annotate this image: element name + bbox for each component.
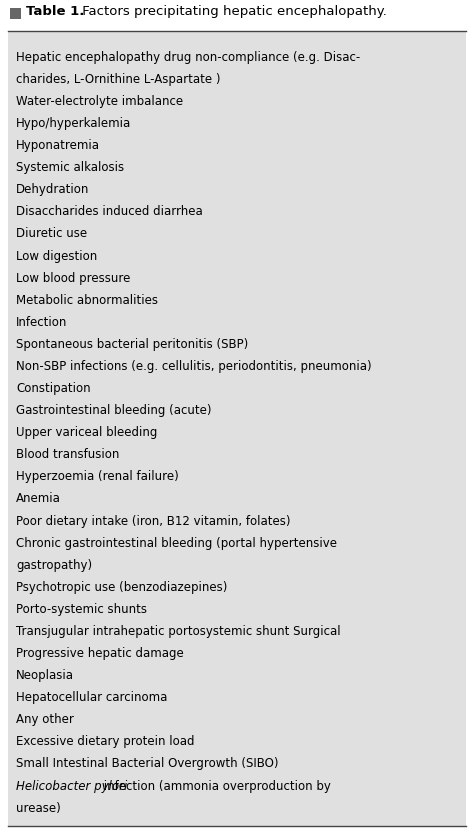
Text: Factors precipitating hepatic encephalopathy.: Factors precipitating hepatic encephalop… xyxy=(78,5,387,18)
Text: Hyponatremia: Hyponatremia xyxy=(16,139,100,152)
Bar xyxy=(10,9,21,20)
Text: Progressive hepatic damage: Progressive hepatic damage xyxy=(16,646,184,660)
Text: Blood transfusion: Blood transfusion xyxy=(16,448,119,461)
Text: Upper variceal bleeding: Upper variceal bleeding xyxy=(16,426,157,439)
Text: Low blood pressure: Low blood pressure xyxy=(16,271,130,284)
Text: Low digestion: Low digestion xyxy=(16,249,97,263)
Text: Diuretic use: Diuretic use xyxy=(16,227,87,240)
Text: Non-SBP infections (e.g. cellulitis, periodontitis, pneumonia): Non-SBP infections (e.g. cellulitis, per… xyxy=(16,359,372,373)
Text: Disaccharides induced diarrhea: Disaccharides induced diarrhea xyxy=(16,205,203,218)
Text: Hepatic encephalopathy drug non-compliance (e.g. Disac-: Hepatic encephalopathy drug non-complian… xyxy=(16,51,360,64)
Text: Table 1.: Table 1. xyxy=(26,5,84,18)
Text: infection (ammonia overproduction by: infection (ammonia overproduction by xyxy=(100,778,331,792)
Text: gastropathy): gastropathy) xyxy=(16,558,92,571)
Text: Hepatocellular carcinoma: Hepatocellular carcinoma xyxy=(16,691,167,703)
Text: Water-electrolyte imbalance: Water-electrolyte imbalance xyxy=(16,94,183,108)
Text: Systemic alkalosis: Systemic alkalosis xyxy=(16,161,124,174)
Text: Helicobacter pylori: Helicobacter pylori xyxy=(16,778,127,792)
Text: Small Intestinal Bacterial Overgrowth (SIBO): Small Intestinal Bacterial Overgrowth (S… xyxy=(16,757,279,769)
Text: Poor dietary intake (iron, B12 vitamin, folates): Poor dietary intake (iron, B12 vitamin, … xyxy=(16,514,291,527)
Text: Neoplasia: Neoplasia xyxy=(16,668,74,681)
Text: Anemia: Anemia xyxy=(16,492,61,505)
Text: Transjugular intrahepatic portosystemic shunt Surgical: Transjugular intrahepatic portosystemic … xyxy=(16,624,341,637)
Text: Hyperzoemia (renal failure): Hyperzoemia (renal failure) xyxy=(16,470,179,482)
Text: Constipation: Constipation xyxy=(16,381,91,395)
Text: Chronic gastrointestinal bleeding (portal hypertensive: Chronic gastrointestinal bleeding (porta… xyxy=(16,536,337,549)
Text: Metabolic abnormalities: Metabolic abnormalities xyxy=(16,293,158,306)
Text: urease): urease) xyxy=(16,801,61,813)
Text: charides, L-Ornithine L-Aspartate ): charides, L-Ornithine L-Aspartate ) xyxy=(16,73,220,86)
Text: Infection: Infection xyxy=(16,315,67,329)
Text: Psychotropic use (benzodiazepines): Psychotropic use (benzodiazepines) xyxy=(16,580,228,593)
Text: Spontaneous bacterial peritonitis (SBP): Spontaneous bacterial peritonitis (SBP) xyxy=(16,338,248,350)
Text: Hypo/hyperkalemia: Hypo/hyperkalemia xyxy=(16,117,131,130)
Text: Gastrointestinal bleeding (acute): Gastrointestinal bleeding (acute) xyxy=(16,404,211,416)
Text: Excessive dietary protein load: Excessive dietary protein load xyxy=(16,735,194,747)
Text: Porto-systemic shunts: Porto-systemic shunts xyxy=(16,602,147,615)
Text: Dehydration: Dehydration xyxy=(16,183,90,196)
Text: Any other: Any other xyxy=(16,712,74,726)
